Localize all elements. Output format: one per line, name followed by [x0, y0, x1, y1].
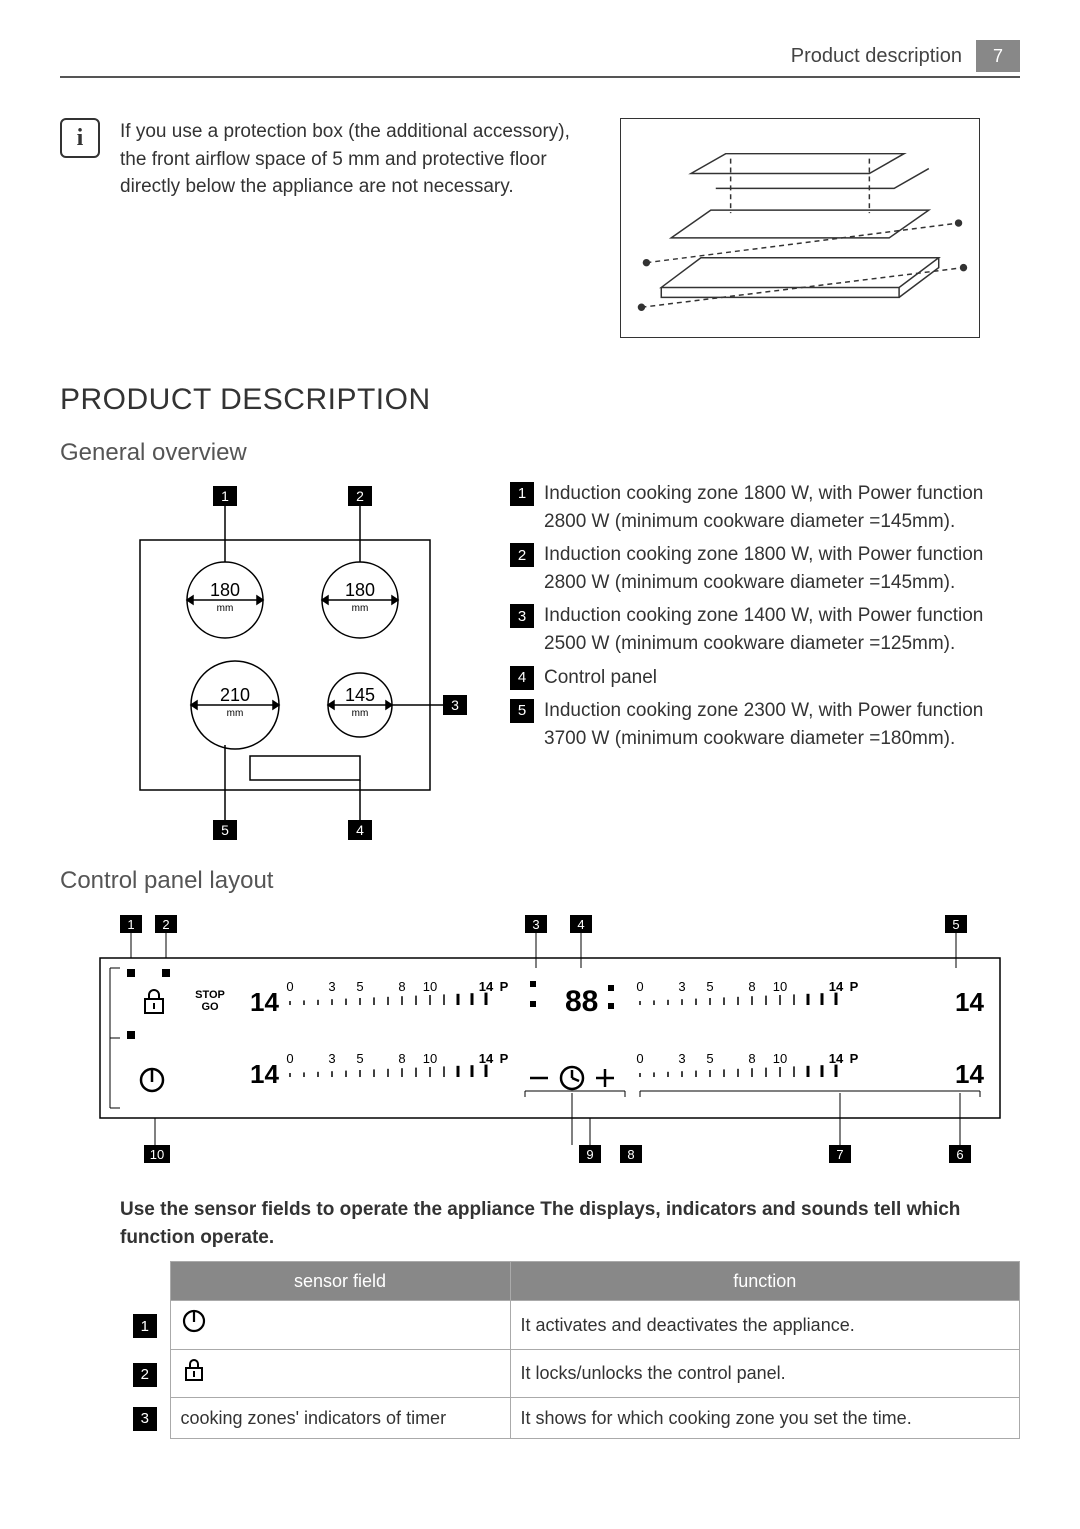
- svg-text:7: 7: [836, 1147, 843, 1162]
- svg-text:0: 0: [636, 1051, 643, 1066]
- table-header-sensor: sensor field: [170, 1262, 510, 1301]
- assembly-diagram: [620, 118, 980, 338]
- svg-text:5: 5: [356, 979, 363, 994]
- svg-text:3: 3: [532, 917, 539, 932]
- svg-text:P: P: [500, 979, 509, 994]
- svg-text:5: 5: [706, 1051, 713, 1066]
- svg-text:8: 8: [398, 979, 405, 994]
- svg-text:0: 0: [636, 979, 643, 994]
- svg-text:8: 8: [748, 1051, 755, 1066]
- svg-text:mm: mm: [227, 708, 244, 719]
- operating-instruction: Use the sensor fields to operate the app…: [120, 1196, 1020, 1251]
- power-icon: [181, 1308, 207, 1334]
- svg-text:14: 14: [479, 1051, 494, 1066]
- svg-text:14: 14: [250, 987, 279, 1017]
- svg-text:14: 14: [955, 1059, 984, 1089]
- svg-text:180: 180: [210, 580, 240, 600]
- svg-text:210: 210: [220, 685, 250, 705]
- svg-text:10: 10: [773, 1051, 787, 1066]
- svg-text:4: 4: [356, 822, 364, 838]
- svg-text:10: 10: [423, 979, 437, 994]
- svg-text:3: 3: [328, 1051, 335, 1066]
- svg-text:145: 145: [345, 685, 375, 705]
- svg-text:2: 2: [356, 488, 364, 504]
- svg-text:5: 5: [356, 1051, 363, 1066]
- svg-text:P: P: [500, 1051, 509, 1066]
- general-overview-heading: General overview: [60, 436, 1020, 471]
- legend-item: 2Induction cooking zone 1800 W, with Pow…: [510, 541, 1020, 596]
- svg-text:1: 1: [221, 488, 229, 504]
- svg-text:10: 10: [773, 979, 787, 994]
- svg-text:5: 5: [706, 979, 713, 994]
- svg-text:14: 14: [250, 1059, 279, 1089]
- svg-text:88: 88: [565, 985, 598, 1018]
- svg-text:mm: mm: [352, 708, 369, 719]
- svg-text:4: 4: [577, 917, 584, 932]
- control-panel-diagram: 1 2 3 4 5 STOP GO: [60, 913, 1020, 1173]
- header-page-number: 7: [976, 40, 1020, 72]
- svg-text:10: 10: [150, 1147, 164, 1162]
- legend-item: 5Induction cooking zone 2300 W, with Pow…: [510, 697, 1020, 752]
- svg-text:8: 8: [748, 979, 755, 994]
- svg-text:5: 5: [221, 822, 229, 838]
- table-row: 1 It activates and deactivates the appli…: [120, 1301, 1020, 1349]
- svg-text:14: 14: [829, 979, 844, 994]
- svg-text:P: P: [850, 1051, 859, 1066]
- svg-text:6: 6: [956, 1147, 963, 1162]
- svg-text:0: 0: [286, 979, 293, 994]
- sensor-field-table: sensor field function 1 It activates and…: [120, 1261, 1020, 1438]
- svg-text:mm: mm: [352, 603, 369, 614]
- overview-legend: 1Induction cooking zone 1800 W, with Pow…: [510, 480, 1020, 758]
- svg-text:GO: GO: [201, 1001, 219, 1013]
- svg-text:0: 0: [286, 1051, 293, 1066]
- hob-overview-diagram: 180 mm 180 mm 210 mm 145 mm 1 2 3 4 5: [60, 480, 480, 850]
- control-panel-heading: Control panel layout: [60, 864, 1020, 899]
- svg-text:3: 3: [678, 1051, 685, 1066]
- svg-text:3: 3: [678, 979, 685, 994]
- table-header-function: function: [510, 1262, 1020, 1301]
- table-row: 3 cooking zones' indicators of timer It …: [120, 1397, 1020, 1438]
- svg-text:14: 14: [479, 979, 494, 994]
- svg-text:5: 5: [952, 917, 959, 932]
- svg-text:STOP: STOP: [195, 989, 225, 1001]
- lock-icon: [181, 1357, 207, 1383]
- info-note-row: i If you use a protection box (the addit…: [60, 118, 1020, 338]
- info-icon: i: [60, 118, 100, 158]
- table-row: 2 It locks/unlocks the control panel.: [120, 1349, 1020, 1397]
- svg-text:mm: mm: [217, 603, 234, 614]
- page-header: Product description 7: [60, 40, 1020, 78]
- svg-text:1: 1: [127, 917, 134, 932]
- svg-text:180: 180: [345, 580, 375, 600]
- svg-text:14: 14: [955, 987, 984, 1017]
- svg-text:3: 3: [328, 979, 335, 994]
- legend-item: 3Induction cooking zone 1400 W, with Pow…: [510, 602, 1020, 657]
- svg-text:P: P: [850, 979, 859, 994]
- svg-text:9: 9: [586, 1147, 593, 1162]
- section-title: PRODUCT DESCRIPTION: [60, 378, 1020, 422]
- header-title: Product description: [791, 42, 962, 71]
- svg-text:10: 10: [423, 1051, 437, 1066]
- legend-item: 4Control panel: [510, 664, 1020, 692]
- svg-text:14: 14: [829, 1051, 844, 1066]
- info-note-text: If you use a protection box (the additio…: [120, 118, 600, 338]
- svg-text:3: 3: [451, 697, 459, 713]
- legend-item: 1Induction cooking zone 1800 W, with Pow…: [510, 480, 1020, 535]
- svg-text:2: 2: [162, 917, 169, 932]
- svg-text:8: 8: [627, 1147, 634, 1162]
- svg-text:8: 8: [398, 1051, 405, 1066]
